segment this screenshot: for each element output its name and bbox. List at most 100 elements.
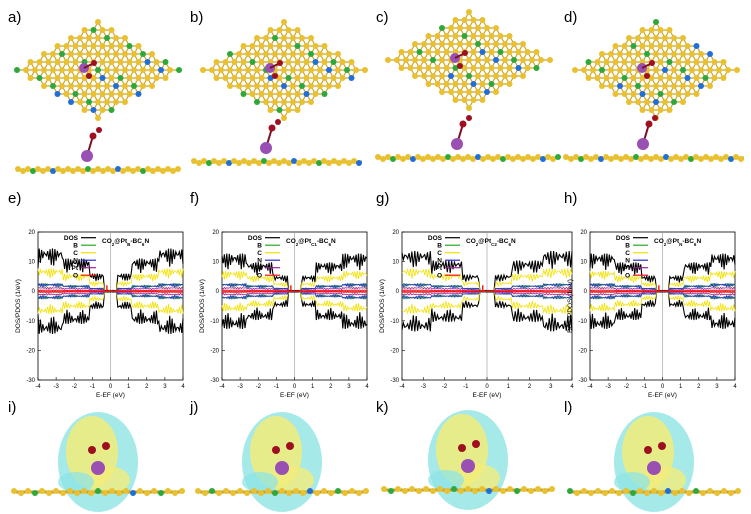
boron-atom <box>330 59 337 65</box>
carbon-atom <box>285 107 292 113</box>
oxygen-atom <box>459 120 467 128</box>
platinum-atom <box>451 138 463 150</box>
boron-atom <box>117 75 124 81</box>
carbon-atom <box>448 89 454 95</box>
boron-atom <box>511 57 517 63</box>
carbon-atom <box>506 49 513 55</box>
boron-atom <box>254 99 260 105</box>
side-view-panels <box>15 115 744 174</box>
boron-atom <box>452 65 459 71</box>
carbon-atom <box>117 91 124 97</box>
carbon-atom <box>608 67 614 73</box>
boron-atom <box>702 75 709 81</box>
carbon-atom <box>452 33 459 39</box>
carbon-atom <box>249 43 256 49</box>
carbon-atom <box>725 67 731 73</box>
y-axis-label: DOS/PDOS (1/eV) <box>15 279 22 333</box>
carbon-atom <box>281 35 287 41</box>
carbon-atom <box>23 67 29 73</box>
carbon-atom <box>290 51 296 57</box>
carbon-atom <box>648 107 655 113</box>
y-tick-label: -30 <box>26 378 35 384</box>
legend-entry: B <box>257 243 262 250</box>
carbon-atom <box>108 59 115 65</box>
carbon-atom <box>630 91 637 97</box>
boron-atom <box>108 107 115 113</box>
y-tick-label: -30 <box>390 378 399 384</box>
carbon-atom <box>707 67 713 73</box>
carbon-atom <box>666 43 673 49</box>
carbon-atom <box>502 41 508 47</box>
panel-label-d: d) <box>564 9 577 26</box>
legend-entry: N <box>73 258 78 265</box>
carbon-atom <box>258 43 265 49</box>
top-view-structure <box>385 9 553 111</box>
carbon-atom <box>506 81 513 87</box>
carbon-atom <box>470 33 477 39</box>
carbon-atom <box>122 99 128 105</box>
carbon-atom <box>430 73 436 79</box>
carbon-atom <box>711 75 718 81</box>
carbon-atom <box>511 73 517 79</box>
carbon-atom <box>617 51 623 57</box>
platinum-atom <box>91 461 105 475</box>
carbon-atom <box>77 51 83 57</box>
carbon-atom <box>547 57 553 63</box>
carbon-atom <box>666 27 673 33</box>
boron-atom <box>630 43 637 49</box>
legend-entry: Pt <box>256 265 263 272</box>
carbon-atom <box>484 25 490 31</box>
carbon-atom <box>249 91 256 97</box>
x-tick-label: -3 <box>421 384 427 390</box>
carbon-atom <box>290 67 296 73</box>
carbon-atom <box>117 43 124 49</box>
x-tick-label: -2 <box>72 384 78 390</box>
carbon-atom <box>644 99 650 105</box>
carbon-atom <box>590 67 596 73</box>
carbon-atom <box>488 33 495 39</box>
carbon-atom <box>626 35 632 41</box>
legend-entry: DOS <box>64 235 79 242</box>
carbon-atom <box>95 19 101 25</box>
carbon-atom <box>131 51 137 57</box>
carbon-atom <box>475 57 481 63</box>
boron-atom <box>90 27 97 33</box>
carbon-atom <box>398 49 405 55</box>
carbon-atom <box>707 83 713 89</box>
nitrogen-atom <box>68 99 74 105</box>
legend-entry: DOS <box>428 235 443 242</box>
carbon-atom <box>630 75 637 81</box>
x-tick-label: -4 <box>35 384 41 390</box>
carbon-atom <box>104 99 110 105</box>
panel-label-g: g) <box>376 190 389 207</box>
panel-label-e: e) <box>8 190 21 207</box>
carbon-atom <box>506 33 513 39</box>
carbon-atom <box>290 99 296 105</box>
oxygen-atom <box>272 446 280 454</box>
carbon-atom <box>122 35 128 41</box>
carbon-atom <box>99 107 106 113</box>
boron-atom <box>321 91 328 97</box>
carbon-atom <box>639 43 646 49</box>
carbon-atom <box>684 43 691 49</box>
carbon-atom <box>497 81 504 87</box>
carbon-atom <box>113 67 119 73</box>
oxygen-atom <box>96 127 102 133</box>
carbon-atom <box>430 41 436 47</box>
carbon-atom <box>479 65 486 71</box>
carbon-atom <box>529 57 535 63</box>
x-tick-label: -4 <box>399 384 405 390</box>
carbon-atom <box>612 43 619 49</box>
carbon-atom <box>666 107 673 113</box>
carbon-atom <box>126 91 133 97</box>
carbon-atom <box>711 59 718 65</box>
carbon-atom <box>77 83 83 89</box>
oxygen-atom <box>458 444 466 452</box>
carbon-atom <box>326 51 332 57</box>
carbon-atom <box>326 83 332 89</box>
carbon-atom <box>254 67 260 73</box>
carbon-atom <box>317 67 323 73</box>
carbon-atom <box>626 83 632 89</box>
carbon-atom <box>68 51 74 57</box>
